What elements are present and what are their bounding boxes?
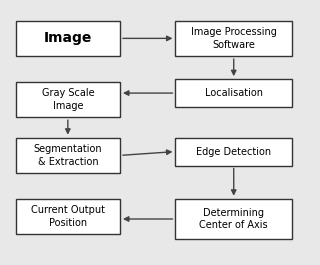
Text: Gray Scale
Image: Gray Scale Image [42, 88, 94, 111]
FancyBboxPatch shape [16, 138, 120, 173]
FancyBboxPatch shape [16, 21, 120, 56]
Text: Image Processing
Software: Image Processing Software [191, 27, 277, 50]
Text: Image: Image [44, 31, 92, 45]
FancyBboxPatch shape [175, 79, 292, 107]
Text: Edge Detection: Edge Detection [196, 147, 271, 157]
FancyBboxPatch shape [175, 138, 292, 166]
FancyBboxPatch shape [175, 21, 292, 56]
Text: Determining
Center of Axis: Determining Center of Axis [199, 208, 268, 230]
Text: Segmentation
& Extraction: Segmentation & Extraction [34, 144, 102, 167]
Text: Current Output
Position: Current Output Position [31, 205, 105, 228]
FancyBboxPatch shape [175, 199, 292, 239]
FancyBboxPatch shape [16, 82, 120, 117]
Text: Localisation: Localisation [205, 88, 263, 98]
FancyBboxPatch shape [16, 199, 120, 234]
